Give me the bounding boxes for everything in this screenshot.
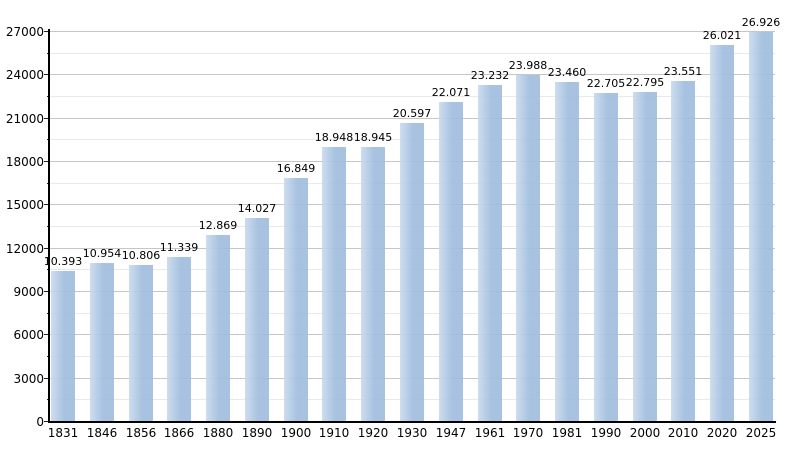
y-axis-major-tick [44,421,50,422]
x-axis-tick-label: 1910 [318,426,350,440]
x-axis-tick-label: 1831 [47,426,79,440]
y-axis-major-tick [44,334,50,335]
bar-value-label: 11.339 [159,241,199,254]
population-bar-1910 [322,147,346,421]
y-axis-major-tick [44,378,50,379]
bar-value-label: 16.849 [276,162,316,175]
y-axis-tick-label: 21000 [5,112,44,126]
major-gridline [50,118,775,119]
population-bar-1970 [516,75,540,421]
population-bar-1981 [555,82,579,421]
population-bar-1846 [90,263,114,421]
y-axis-tick-label: 24000 [5,68,44,82]
bar-value-label: 10.393 [43,255,83,268]
y-axis-tick-label: 12000 [5,242,44,256]
y-axis-tick-label: 6000 [13,328,44,342]
bar-value-label: 10.806 [121,249,161,262]
x-axis-tick-label: 1990 [590,426,622,440]
population-bar-1856 [129,265,153,421]
bar-value-label: 12.869 [198,219,238,232]
y-axis-tick-label: 18000 [5,155,44,169]
population-bar-2020 [710,45,734,421]
x-axis-line [48,421,776,423]
population-bar-2010 [671,81,695,421]
x-axis-tick-label: 1866 [163,426,195,440]
bar-value-label: 26.021 [702,29,742,42]
y-axis-major-tick [44,204,50,205]
bar-value-label: 26.926 [741,16,781,29]
bar-value-label: 22.795 [625,76,665,89]
bar-value-label: 22.705 [586,77,626,90]
y-axis-tick-label: 15000 [5,198,44,212]
x-axis-tick-label: 1880 [202,426,234,440]
population-bar-1831 [51,271,75,421]
y-axis-major-tick [44,31,50,32]
population-bar-1990 [594,93,618,421]
population-bar-1920 [361,147,385,421]
population-bar-1900 [284,178,308,421]
y-axis-major-tick [44,248,50,249]
x-axis-tick-label: 1920 [357,426,389,440]
minor-gridline [50,96,775,97]
bar-value-label: 20.597 [392,107,432,120]
x-axis-tick-label: 1947 [435,426,467,440]
major-gridline [50,74,775,75]
bar-value-label: 23.460 [547,66,587,79]
x-axis-tick-label: 2000 [629,426,661,440]
x-axis-tick-label: 2010 [667,426,699,440]
bar-value-label: 22.071 [431,86,471,99]
bar-value-label: 18.945 [353,131,393,144]
population-bar-1890 [245,218,269,421]
bar-value-label: 23.232 [470,69,510,82]
y-axis-tick-label: 3000 [13,372,44,386]
bar-value-label: 10.954 [82,247,122,260]
bar-value-label: 14.027 [237,202,277,215]
x-axis-tick-label: 2025 [745,426,777,440]
y-axis-tick-label: 9000 [13,285,44,299]
bar-value-label: 23.551 [663,65,703,78]
y-axis-tick-label: 0 [36,415,44,429]
x-axis-tick-label: 1846 [86,426,118,440]
x-axis-tick-label: 2020 [706,426,738,440]
population-bar-1866 [167,257,191,421]
population-bar-1880 [206,235,230,421]
y-axis-major-tick [44,161,50,162]
population-bar-1947 [439,102,463,421]
y-axis-major-tick [44,74,50,75]
x-axis-tick-label: 1900 [280,426,312,440]
x-axis-tick-label: 1970 [512,426,544,440]
population-bar-2000 [633,92,657,421]
y-axis-major-tick [44,291,50,292]
population-bar-2025 [749,32,773,421]
x-axis-tick-label: 1961 [474,426,506,440]
major-gridline [50,31,775,32]
population-bar-1930 [400,123,424,421]
bar-value-label: 18.948 [314,131,354,144]
x-axis-tick-label: 1890 [241,426,273,440]
y-axis-tick-label: 27000 [5,25,44,39]
y-axis-major-tick [44,118,50,119]
x-axis-tick-label: 1981 [551,426,583,440]
minor-gridline [50,53,775,54]
x-axis-tick-label: 1930 [396,426,428,440]
population-bar-1961 [478,85,502,421]
bar-value-label: 23.988 [508,59,548,72]
x-axis-tick-label: 1856 [125,426,157,440]
y-axis-line [48,29,50,423]
